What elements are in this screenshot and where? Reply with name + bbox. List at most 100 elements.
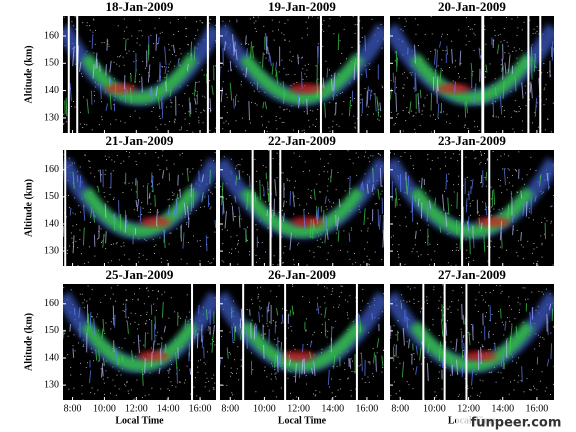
noise: [68, 245, 70, 247]
noise: [264, 366, 266, 368]
streak: [255, 324, 258, 338]
echo-green: [239, 53, 365, 104]
noise: [105, 158, 107, 160]
noise: [278, 211, 280, 213]
noise: [255, 254, 257, 256]
noise: [103, 192, 105, 194]
noise: [525, 299, 527, 301]
streak: [160, 96, 163, 110]
streak: [478, 217, 481, 232]
noise: [278, 341, 280, 343]
noise: [409, 300, 411, 302]
noise: [361, 378, 363, 380]
noise: [194, 38, 196, 40]
streak: [154, 315, 157, 330]
noise: [489, 319, 491, 321]
noise: [252, 369, 254, 371]
streak: [164, 66, 167, 75]
noise: [469, 333, 471, 335]
noise: [155, 335, 157, 337]
noise: [382, 293, 384, 295]
streak: [316, 302, 320, 314]
noise: [161, 155, 163, 157]
noise: [68, 207, 70, 209]
noise: [222, 384, 224, 386]
streak: [414, 230, 417, 239]
noise: [335, 189, 337, 191]
noise: [481, 154, 483, 156]
noise: [207, 237, 209, 239]
streak: [232, 98, 235, 109]
noise: [484, 176, 486, 178]
noise: [324, 302, 326, 304]
noise: [128, 156, 130, 158]
noise: [514, 318, 516, 320]
noise: [151, 320, 153, 322]
noise: [395, 117, 397, 119]
noise: [377, 395, 379, 397]
noise: [480, 161, 482, 163]
noise: [544, 217, 546, 219]
noise: [208, 326, 210, 328]
streak: [91, 34, 94, 49]
streak: [79, 175, 82, 188]
noise: [236, 165, 238, 167]
noise: [173, 163, 175, 165]
streak: [500, 308, 502, 319]
noise: [423, 105, 425, 107]
noise: [424, 357, 426, 359]
noise: [257, 287, 259, 289]
noise: [230, 367, 232, 369]
noise: [246, 309, 248, 311]
noise: [364, 155, 366, 157]
noise: [145, 240, 147, 242]
noise: [121, 264, 123, 266]
streak: [551, 41, 554, 57]
noise: [319, 391, 321, 393]
panel-title: 25-Jan-2009: [106, 267, 174, 282]
gap-stripe: [64, 150, 67, 266]
noise: [355, 53, 357, 55]
noise: [146, 311, 148, 313]
noise: [457, 160, 459, 162]
noise: [223, 261, 225, 263]
noise: [489, 246, 491, 248]
noise: [63, 123, 65, 125]
noise: [203, 109, 205, 111]
noise: [151, 185, 153, 187]
noise: [120, 246, 122, 248]
noise: [293, 345, 295, 347]
noise: [112, 366, 114, 368]
noise: [289, 110, 291, 112]
noise: [224, 365, 226, 367]
noise: [532, 122, 534, 124]
noise: [88, 160, 90, 162]
noise: [539, 380, 541, 382]
noise: [104, 294, 106, 296]
noise: [392, 244, 394, 246]
x-axis-label: Local Time: [115, 415, 164, 426]
noise: [251, 352, 253, 354]
noise: [197, 371, 199, 373]
noise: [497, 116, 499, 118]
noise: [144, 238, 146, 240]
noise: [459, 76, 461, 78]
noise: [129, 323, 131, 325]
noise: [377, 152, 379, 154]
noise: [513, 389, 515, 391]
noise: [296, 396, 298, 398]
noise: [478, 214, 480, 216]
noise: [535, 32, 537, 34]
noise: [394, 265, 396, 266]
noise: [87, 285, 89, 287]
noise: [341, 113, 343, 115]
noise: [148, 318, 150, 320]
noise: [139, 117, 141, 119]
noise: [101, 174, 103, 176]
noise: [367, 302, 369, 304]
noise: [170, 381, 172, 383]
noise: [188, 311, 190, 313]
noise: [434, 119, 436, 121]
noise: [354, 98, 356, 100]
streak: [224, 41, 226, 51]
